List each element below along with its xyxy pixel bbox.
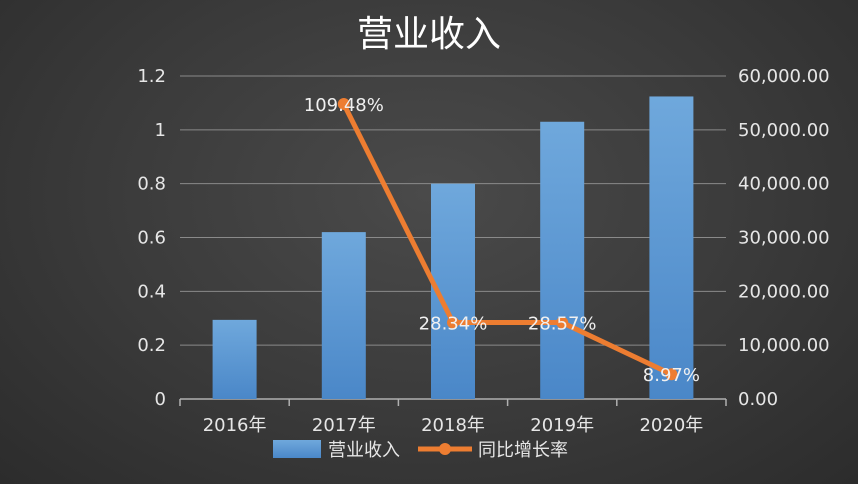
y-left-tick-label: 0.8 (137, 174, 166, 195)
y-left-tick-label: 0.4 (137, 281, 166, 302)
y-left-tick-label: 0.2 (137, 335, 166, 356)
legend: 营业收入 同比增长率 (273, 440, 568, 461)
data-label: 28.57% (528, 314, 597, 335)
legend-label: 营业收入 (328, 440, 400, 461)
y-right-tick-label: 10,000.00 (738, 335, 830, 356)
legend-line-marker (439, 443, 451, 455)
line-point (337, 97, 350, 110)
line-point (556, 316, 569, 329)
legend-bar-swatch (273, 440, 321, 458)
y-right-tick-label: 40,000.00 (738, 174, 830, 195)
x-tick-label: 2016年 (203, 415, 267, 436)
x-tick-label: 2019年 (530, 415, 594, 436)
bar (321, 232, 366, 399)
growth-rate-line (341, 101, 674, 377)
y-right-tick-label: 30,000.00 (738, 228, 830, 249)
line-point (447, 316, 459, 329)
bar-series (212, 96, 694, 399)
data-label: 109.48% (304, 95, 384, 116)
line-point (665, 368, 678, 381)
y-right-tick-label: 20,000.00 (738, 281, 830, 302)
y-right-tick-label: 50,000.00 (738, 120, 830, 141)
legend-label: 同比增长率 (478, 440, 568, 461)
data-label: 8.97% (643, 365, 700, 386)
axes: 0 0.00 0.2 10,000.00 0.4 20,000.00 0.6 30,000.0… (137, 66, 829, 436)
data-label: 28.34% (419, 314, 488, 335)
x-tick-label: 2018年 (421, 415, 485, 436)
bar (540, 121, 585, 399)
x-tick-label: 2017年 (312, 415, 376, 436)
y-right-tick-label: 60,000.00 (738, 66, 830, 87)
y-left-tick-label: 1.2 (137, 66, 166, 87)
x-tick-label: 2020年 (639, 415, 703, 436)
y-left-tick-label: 0 (155, 389, 166, 410)
line-series (337, 97, 678, 381)
data-labels: 109.48% 28.34% 28.57% 8.97% (304, 95, 700, 386)
bar (649, 96, 694, 399)
chart-title: 营业收入 (357, 14, 501, 55)
y-left-tick-label: 1 (155, 120, 166, 141)
y-right-tick-label: 0.00 (738, 389, 778, 410)
bar (212, 319, 257, 399)
y-left-tick-label: 0.6 (137, 228, 166, 249)
